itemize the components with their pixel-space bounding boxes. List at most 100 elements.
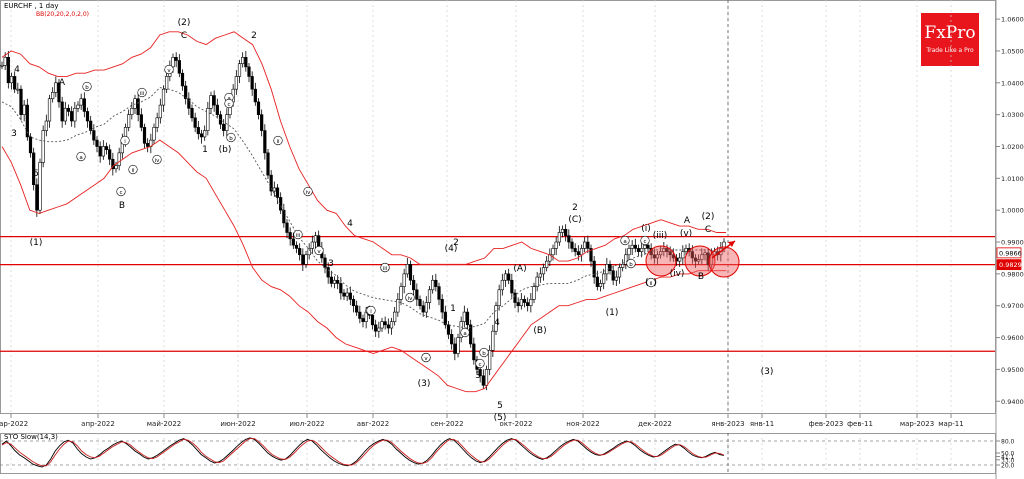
candle — [472, 343, 476, 361]
candle — [9, 76, 14, 84]
candle — [76, 104, 80, 109]
wave-label-circle — [76, 151, 86, 162]
wave-label: ii — [276, 139, 280, 145]
wave-label-circle — [626, 258, 636, 269]
candle — [269, 174, 273, 192]
candle — [114, 165, 118, 170]
candle — [19, 88, 23, 115]
candle — [323, 257, 327, 268]
candle — [101, 146, 105, 157]
wave-label: (C) — [568, 215, 581, 225]
wave-label: iv — [306, 190, 312, 196]
candle — [95, 139, 99, 147]
y-tick-label: 1.0300 — [1001, 111, 1024, 119]
wave-label: a — [623, 239, 626, 245]
candle — [703, 252, 707, 256]
wave-label-circle — [475, 358, 485, 369]
candle — [161, 88, 166, 106]
candle — [678, 257, 682, 262]
wave-label: b — [229, 136, 233, 142]
wave-label: iii — [140, 91, 145, 97]
forecast-arrow-head — [728, 241, 735, 247]
candle — [130, 107, 134, 115]
candle — [560, 228, 565, 233]
price-flag: 0.9829 — [996, 259, 1022, 271]
candle — [576, 251, 580, 256]
price-flag-box — [996, 247, 1022, 259]
wave-label: (3) — [418, 379, 431, 389]
stochastic-frame — [0, 433, 996, 474]
candle — [659, 251, 663, 256]
candle — [488, 350, 492, 370]
sto-y-tick-label: 33.0 — [1001, 457, 1015, 464]
bollinger-lower-band — [1, 139, 726, 393]
wave-label: A — [684, 216, 691, 226]
candle — [215, 104, 219, 115]
wave-label: a — [79, 155, 82, 161]
sto-y-tick-label: 50.0 — [1001, 451, 1015, 458]
y-tick-label: 0.9700 — [1001, 302, 1024, 310]
candle — [206, 107, 210, 131]
candle — [345, 292, 349, 297]
candle — [241, 57, 245, 64]
candle — [538, 273, 542, 278]
candle — [73, 107, 77, 122]
wave-label: iii — [296, 233, 301, 239]
candle — [595, 276, 599, 287]
candle — [332, 279, 337, 284]
x-tick-label: июн-2022 — [220, 420, 255, 428]
wave-label: c — [478, 362, 481, 368]
candle — [380, 321, 384, 329]
candle — [431, 279, 435, 291]
candle — [111, 158, 115, 170]
wave-label: (B) — [533, 326, 546, 336]
wave-label: (5) — [494, 413, 507, 423]
symbol-label: EURCHF , 1 day — [4, 2, 59, 10]
wave-label: 3 — [11, 129, 17, 139]
wave-label: iv — [155, 158, 161, 164]
wave-label: b — [629, 262, 633, 268]
candle — [234, 76, 238, 90]
price-flag-box — [996, 259, 1022, 271]
wave-label: v — [317, 249, 321, 255]
candle — [668, 251, 672, 256]
candle — [437, 286, 441, 300]
x-tick-label: окт-2022 — [500, 420, 533, 428]
sto-y-tick-label: 20.0 — [1001, 463, 1015, 470]
candle — [361, 318, 365, 322]
sto-y-tick-label: 41.1 — [1001, 454, 1015, 461]
wave-label-circle — [640, 235, 650, 246]
candle — [342, 292, 346, 297]
candle — [481, 375, 485, 386]
candle — [222, 123, 226, 131]
candle — [25, 104, 29, 138]
candle — [22, 104, 26, 115]
candle — [310, 241, 314, 249]
wave-label: b — [482, 351, 486, 357]
candle — [564, 228, 568, 236]
y-tick-label: 0.9600 — [1001, 334, 1024, 342]
candle — [440, 299, 444, 313]
logo-name: FxPro — [924, 23, 976, 43]
candle — [554, 241, 558, 249]
wave-label: i — [370, 309, 372, 315]
candle — [583, 241, 587, 249]
candle — [611, 270, 615, 281]
x-tick-label: июл-2022 — [289, 420, 324, 428]
candle — [469, 324, 473, 345]
candle — [85, 111, 90, 122]
wave-label: v — [167, 68, 171, 74]
candle — [370, 314, 375, 326]
candle — [633, 244, 637, 249]
candle — [643, 244, 647, 249]
candle — [294, 244, 299, 249]
highlight-circle — [645, 245, 677, 277]
candle — [570, 241, 574, 249]
x-tick-label: мар-11 — [938, 420, 963, 428]
candle — [526, 302, 530, 307]
x-tick-label: мар-2023 — [900, 420, 934, 428]
wave-label: 2 — [251, 31, 257, 41]
candle — [285, 222, 289, 233]
candle — [529, 299, 533, 307]
